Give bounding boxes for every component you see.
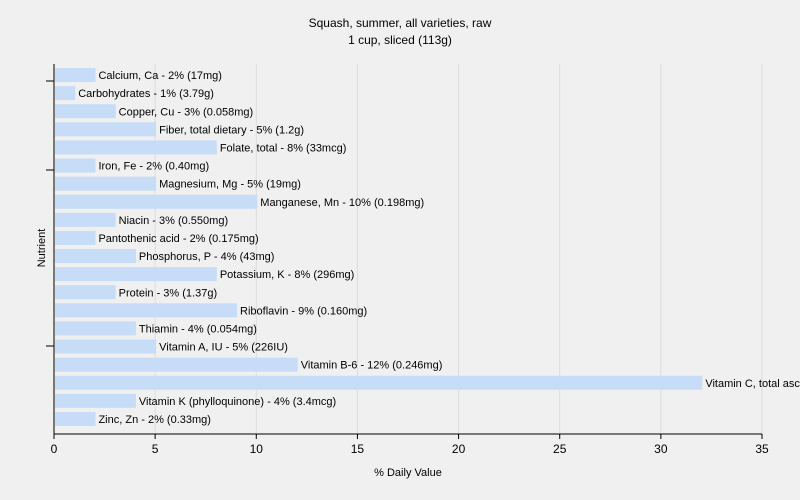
- axes-group: 0 5 10 15 20 25 30 35: [46, 64, 769, 456]
- bar-label: Riboflavin - 9% (0.160mg): [240, 305, 367, 317]
- chart-subtitle: 1 cup, sliced (113g): [348, 33, 452, 47]
- bar-label: Phosphorus, P - 4% (43mg): [139, 251, 275, 263]
- x-tick-label: 20: [452, 442, 466, 456]
- bar-label: Folate, total - 8% (33mcg): [220, 142, 347, 154]
- bar-label: Fiber, total dietary - 5% (1.2g): [159, 124, 304, 136]
- x-axis-label: % Daily Value: [374, 467, 442, 479]
- bar-label: Carbohydrates - 1% (3.79g): [78, 88, 214, 100]
- bar: [55, 104, 116, 119]
- bar-label: Vitamin A, IU - 5% (226IU): [159, 342, 288, 354]
- bar-label: Zinc, Zn - 2% (0.33mg): [98, 414, 210, 426]
- bar: [55, 86, 76, 101]
- bar: [55, 303, 238, 318]
- bar-label: Thiamin - 4% (0.054mg): [139, 323, 257, 335]
- x-tick-label: 35: [755, 442, 769, 456]
- bar: [55, 375, 703, 390]
- bar-label: Copper, Cu - 3% (0.058mg): [119, 106, 254, 118]
- x-tick-label: 10: [250, 442, 264, 456]
- bar: [55, 339, 157, 354]
- bar-label: Potassium, K - 8% (296mg): [220, 269, 354, 281]
- x-tick-label: 15: [351, 442, 365, 456]
- bar: [55, 411, 96, 426]
- chart-title: Squash, summer, all varieties, raw: [309, 16, 492, 30]
- bar-label: Calcium, Ca - 2% (17mg): [98, 70, 221, 82]
- x-tick-label: 25: [553, 442, 567, 456]
- bar-label: Pantothenic acid - 2% (0.175mg): [98, 233, 258, 245]
- bar: [55, 122, 157, 137]
- bar: [55, 68, 96, 83]
- bar: [55, 285, 116, 300]
- bar: [55, 230, 96, 245]
- bar: [55, 194, 258, 209]
- bar: [55, 249, 136, 264]
- bar-label: Vitamin B-6 - 12% (0.246mg): [301, 360, 443, 372]
- bar: [55, 140, 217, 155]
- bar-label: Vitamin C, total ascorbic acid - 32% (19…: [705, 378, 800, 390]
- y-axis-label: Nutrient: [36, 229, 48, 268]
- bar-label: Protein - 3% (1.37g): [119, 287, 217, 299]
- bar: [55, 393, 136, 408]
- x-tick-label: 0: [51, 442, 58, 456]
- bar-label: Niacin - 3% (0.550mg): [119, 215, 228, 227]
- bar-label: Vitamin K (phylloquinone) - 4% (3.4mcg): [139, 396, 336, 408]
- bar-label: Magnesium, Mg - 5% (19mg): [159, 179, 301, 191]
- gridlines: [154, 64, 763, 434]
- bars-group: Calcium, Ca - 2% (17mg) Carbohydrates - 1…: [55, 68, 800, 426]
- x-tick-label: 30: [654, 442, 668, 456]
- bar-label: Manganese, Mn - 10% (0.198mg): [260, 197, 424, 209]
- bar: [55, 176, 157, 191]
- bar: [55, 212, 116, 227]
- bar: [55, 321, 136, 336]
- x-tick-label: 5: [152, 442, 159, 456]
- bar: [55, 357, 298, 372]
- bar: [55, 267, 217, 282]
- bar: [55, 158, 96, 173]
- bar-label: Iron, Fe - 2% (0.40mg): [98, 161, 209, 173]
